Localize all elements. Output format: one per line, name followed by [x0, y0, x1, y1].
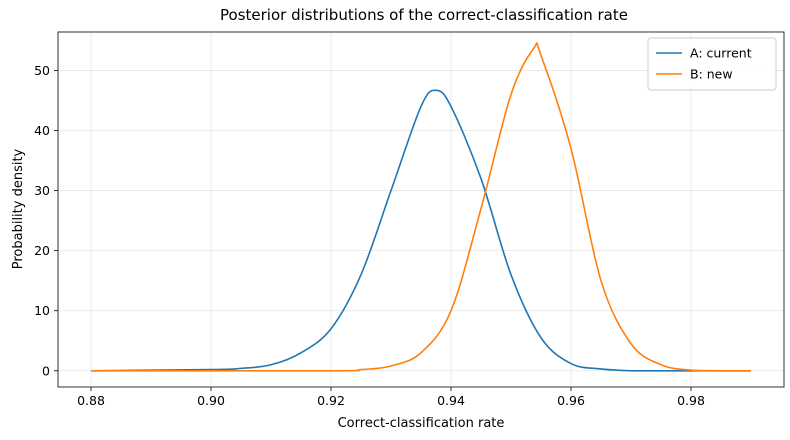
x-tick-label: 0.88: [77, 393, 105, 408]
y-axis-label: Probability density: [11, 148, 26, 269]
y-tick-label: 50: [34, 63, 50, 78]
x-tick-label: 0.96: [557, 393, 585, 408]
x-axis: 0.88 0.90 0.92 0.94 0.96 0.98: [77, 387, 705, 408]
x-axis-label: Correct-classification rate: [338, 416, 505, 431]
y-tick-label: 0: [42, 363, 50, 378]
legend-entry: B: new: [690, 67, 733, 82]
series-line-a-current: [90, 89, 751, 372]
legend-box: [647, 37, 777, 91]
y-axis: 0 10 20 30 40 50: [34, 63, 58, 378]
y-tick-label: 40: [34, 123, 50, 138]
series-layer: [90, 42, 751, 372]
x-tick-label: 0.90: [197, 393, 225, 408]
plot-frame: [57, 31, 785, 388]
y-tick-label: 20: [34, 243, 50, 258]
legend: A: current B: new: [647, 37, 777, 91]
series-line-b-new: [91, 42, 751, 372]
x-tick-label: 0.92: [317, 393, 345, 408]
y-tick-label: 30: [34, 183, 50, 198]
x-tick-label: 0.94: [437, 393, 465, 408]
chart-title: Posterior distributions of the correct-c…: [220, 6, 628, 24]
x-tick-label: 0.98: [677, 393, 705, 408]
legend-entry: A: current: [690, 46, 752, 61]
y-tick-label: 10: [34, 303, 50, 318]
